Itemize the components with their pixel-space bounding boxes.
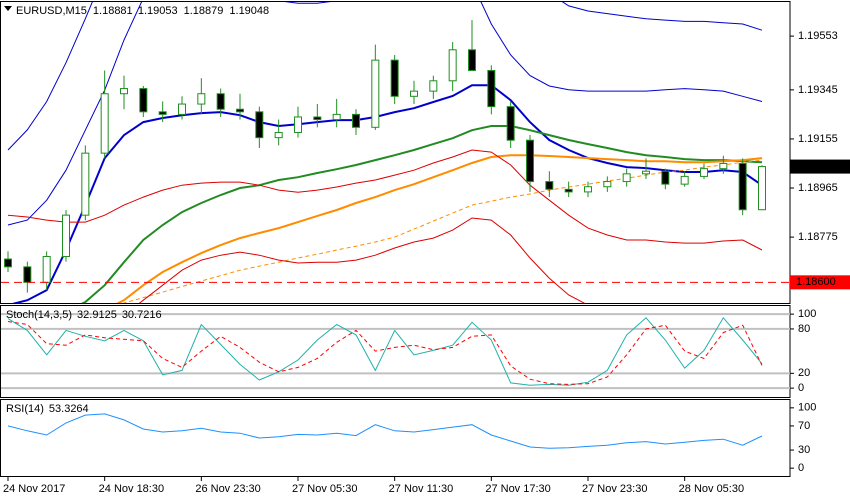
candle-body: [23, 266, 32, 283]
level-label: 1.18600: [796, 276, 836, 288]
y-tick-label: 1.18775: [798, 231, 838, 243]
candle-body: [680, 175, 689, 185]
x-tick-label: 24 Nov 18:30: [99, 483, 164, 495]
y-tick-label: 80: [798, 323, 810, 335]
y-tick-label: 100: [798, 308, 816, 320]
y-tick-label: 1.19553: [798, 30, 838, 42]
candle-body: [390, 59, 399, 97]
candle-body: [313, 116, 322, 121]
header-close: 1.19048: [229, 5, 269, 17]
indicator-header: RSI(14) 53.3264: [6, 403, 89, 415]
x-tick-label: 27 Nov 05:30: [292, 483, 357, 495]
stoch-panel: [0, 305, 791, 398]
indicator-line: [7, 149, 763, 251]
chart-header: EURUSD,M15 1.18881 1.19053 1.18879 1.19048: [16, 5, 269, 17]
y-tick-label: 30: [798, 444, 810, 456]
candle-body: [584, 186, 592, 193]
candle-body: [178, 103, 186, 115]
y-tick-label: 1.19345: [798, 84, 838, 96]
menu-arrow[interactable]: [4, 6, 12, 11]
candle-body: [448, 49, 457, 82]
candle-body: [719, 162, 728, 170]
indicator-line: [7, 413, 763, 449]
indicator-line: [81, 125, 763, 303]
y-tick-label: 1.19155: [798, 133, 838, 145]
candle-body: [661, 170, 670, 185]
candle-body: [487, 69, 496, 108]
candle-body: [216, 93, 225, 110]
candle-body: [622, 173, 631, 183]
price-panel: [0, 1, 791, 304]
y-tick-label: 100: [798, 402, 816, 414]
indicator-line: [116, 154, 763, 303]
candle-body: [332, 113, 341, 121]
indicator-name: RSI(14): [6, 403, 44, 415]
candle-body: [255, 111, 264, 139]
candle-body: [564, 188, 573, 193]
x-tick-label: 27 Nov 11:30: [389, 483, 454, 495]
candle-body: [42, 255, 51, 283]
indicator-line: [7, 316, 763, 386]
y-tick-label: 20: [798, 367, 810, 379]
candle-body: [526, 139, 534, 183]
current-price-label: 1.19048: [796, 160, 836, 172]
header-high: 1.19053: [138, 5, 178, 17]
candle-body: [4, 258, 12, 268]
candles: [4, 20, 766, 293]
candle-body: [603, 181, 612, 188]
candle-body: [236, 108, 244, 113]
level-label-box: [790, 275, 850, 290]
candle-body: [120, 88, 128, 95]
x-tick-label: 27 Nov 17:30: [485, 483, 550, 495]
indicator-value: 32.9125: [77, 309, 117, 321]
x-tick-label: 27 Nov 23:30: [582, 483, 647, 495]
candle-body: [468, 49, 476, 71]
rsi-panel: [0, 399, 791, 477]
candle-body: [274, 131, 283, 139]
candle-body: [506, 106, 515, 141]
indicator-value: 30.7216: [122, 309, 162, 321]
x-tick-label: 28 Nov 05:30: [679, 483, 744, 495]
indicator-line: [7, 2, 763, 151]
candle-body: [100, 93, 109, 154]
candle-body: [700, 168, 708, 177]
symbol: EURUSD,M15: [16, 5, 87, 17]
candle-body: [294, 116, 302, 133]
y-tick-label: 0: [798, 382, 804, 394]
y-tick-label: 1.18965: [798, 182, 838, 194]
candle-body: [642, 170, 650, 175]
current-price-box: [790, 159, 850, 174]
x-tick-label: 26 Nov 23:30: [195, 483, 260, 495]
candle-body: [371, 59, 380, 128]
candle-body: [139, 88, 148, 113]
indicator-name: Stoch(14,3,5): [6, 309, 72, 321]
candle-body: [738, 162, 747, 211]
candle-body: [197, 93, 206, 105]
candle-body: [62, 214, 70, 257]
indicator-line: [12, 84, 763, 303]
indicator-line: [7, 321, 763, 385]
indicator-line: [7, 2, 763, 226]
candle-body: [352, 113, 360, 128]
candle-body: [545, 181, 554, 190]
candle-body: [158, 111, 167, 115]
indicator-line: [138, 217, 586, 303]
header-low: 1.18879: [184, 5, 224, 17]
indicator-value: 53.3264: [49, 403, 89, 415]
candle-body: [81, 152, 90, 216]
candle-body: [410, 90, 418, 97]
candle-body: [758, 166, 766, 211]
header-open: 1.18881: [93, 5, 133, 17]
candle-body: [429, 80, 438, 92]
x-tick-label: 24 Nov 2017: [3, 483, 65, 495]
y-tick-label: 0: [798, 462, 804, 474]
indicator-header: Stoch(14,3,5) 32.9125 30.7216: [6, 309, 162, 321]
y-tick-label: 70: [798, 420, 810, 432]
